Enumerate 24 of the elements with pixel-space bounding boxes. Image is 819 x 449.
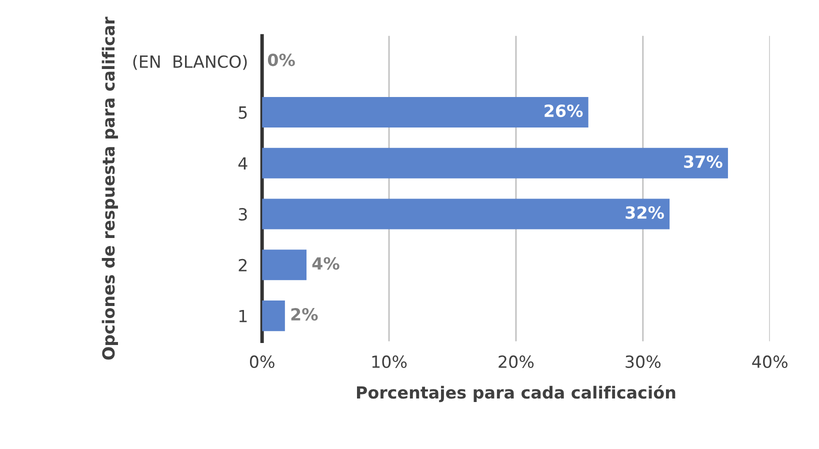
- y-tick-label: 4: [238, 157, 248, 170]
- y-tick-label: 3: [238, 208, 247, 221]
- x-tick-label: 10%: [372, 355, 407, 368]
- bar: [262, 148, 728, 178]
- data-label: 2%: [291, 308, 318, 321]
- x-tick-label: 40%: [752, 355, 788, 368]
- bar: [262, 250, 307, 280]
- y-axis-title: Opciones de respuesta para calificar: [102, 16, 118, 360]
- data-label: 26%: [544, 104, 583, 118]
- data-label: 0%: [268, 54, 295, 66]
- data-label: 37%: [684, 155, 722, 168]
- x-tick-label: 0%: [250, 355, 274, 368]
- y-tick-label: (EN BLANCO): [133, 55, 247, 70]
- x-tick-label: 30%: [626, 355, 661, 368]
- y-tick-label: 1: [239, 310, 247, 322]
- x-axis-title: Porcentajes para cada calificación: [357, 385, 676, 402]
- data-label: 32%: [626, 206, 664, 219]
- data-label: 4%: [312, 257, 340, 270]
- y-tick-label: 2: [238, 258, 247, 272]
- bar: [262, 96, 588, 128]
- bar: [262, 300, 285, 332]
- x-tick-label: 20%: [498, 355, 534, 368]
- y-tick-label: 5: [238, 106, 247, 119]
- bar: [262, 198, 670, 230]
